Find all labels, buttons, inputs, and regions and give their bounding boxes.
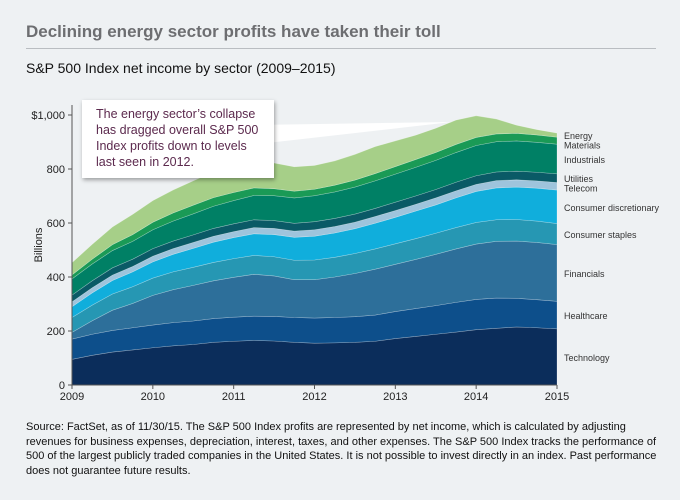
callout-box: The energy sector’s collapse has dragged… [82,100,274,178]
series-label-industrials: Industrials [564,155,606,165]
y-tick-label: $1,000 [31,110,65,122]
x-tick-label: 2014 [464,391,488,403]
area-consumer-discretionary [71,186,558,319]
series-label-technology: Technology [564,353,610,363]
area-industrials [71,140,558,296]
x-axis: 2009 2010 2011 2012 2013 2014 2015 [60,384,569,403]
area-telecom [71,179,558,308]
chart-title: Declining energy sector profits have tak… [26,22,656,49]
x-tick-label: 2010 [141,391,165,403]
y-tick-label: 400 [47,272,65,284]
series-label-healthcare: Healthcare [564,311,608,321]
y-tick-label: 800 [47,164,65,176]
callout-text: The energy sector’s collapse has dragged… [96,107,259,169]
chart-subtitle: S&P 500 Index net income by sector (2009… [26,60,336,76]
x-tick-label: 2013 [383,391,407,403]
area-utilities [71,170,558,303]
series-label-financials: Financials [564,269,605,279]
x-tick-label: 2012 [302,391,326,403]
x-tick-label: 2015 [545,391,569,403]
area-consumer-staples [71,219,558,333]
y-axis: 0 200 400 600 800 $1,000 [31,105,73,392]
y-tick-label: 600 [47,218,65,230]
series-label-consumer-discretionary: Consumer discretionary [564,203,660,213]
series-labels: Technology Healthcare Financials Consumer s… [564,131,660,363]
x-tick-label: 2011 [222,391,246,403]
y-tick-label: 200 [47,326,65,338]
area-healthcare [71,297,558,360]
area-series-group [71,115,558,386]
series-label-materials: Materials [564,141,601,151]
y-axis-label: Billions [33,227,45,262]
stacked-area-chart: 0 200 400 600 800 $1,000 2009 2010 2011 2012 2013… [31,105,660,403]
series-label-utilities: Utilities [564,174,594,184]
series-label-telecom: Telecom [564,184,598,194]
y-tick-label: 0 [59,380,65,392]
source-note: Source: FactSet, as of 11/30/15. The S&P… [26,421,657,477]
series-label-energy: Energy [564,131,593,141]
callout-pointer [250,122,452,145]
area-materials [71,133,558,280]
area-financials [71,240,558,340]
series-label-consumer-staples: Consumer staples [564,230,637,240]
x-tick-label: 2009 [60,391,84,403]
